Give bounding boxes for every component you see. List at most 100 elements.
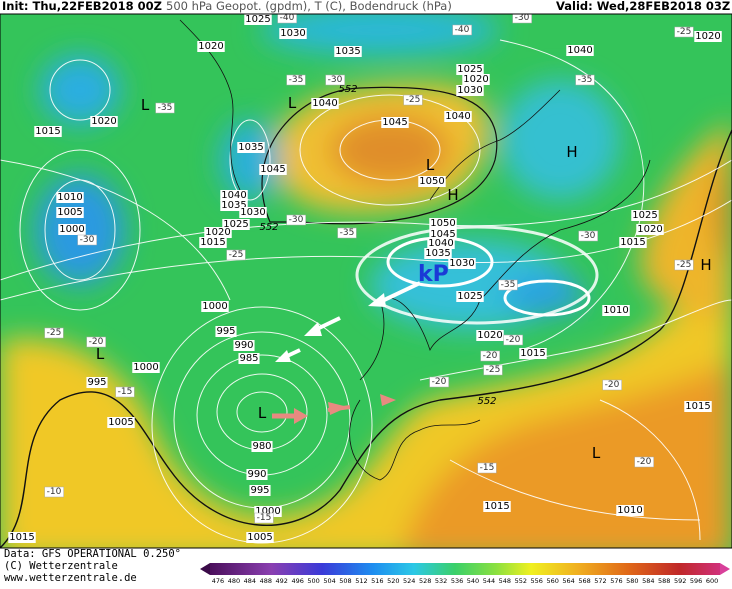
label-box xyxy=(286,214,306,226)
label-box xyxy=(239,207,267,218)
isobar-label: 1025 xyxy=(223,219,248,230)
label-box xyxy=(578,230,598,242)
temperature-label: -35 xyxy=(340,228,355,238)
label-box xyxy=(480,350,500,362)
isobar-label: 1025 xyxy=(457,291,482,302)
label-box xyxy=(429,229,457,240)
isobar-label: 995 xyxy=(216,326,235,337)
temperature-label: -25 xyxy=(677,27,692,37)
label-box xyxy=(238,353,260,364)
isobar-label: 1020 xyxy=(637,224,662,235)
label-box xyxy=(429,218,457,229)
colorbar-label: 480 xyxy=(228,577,240,585)
pressure-center: L xyxy=(288,94,297,112)
label-box xyxy=(566,45,594,56)
isobar-label: 1025 xyxy=(457,64,482,75)
label-box xyxy=(334,46,362,57)
isobar-label: 1025 xyxy=(632,210,657,221)
temperature-label: -25 xyxy=(677,260,692,270)
isobar-label: 1000 xyxy=(59,224,84,235)
label-box xyxy=(220,200,248,211)
init-time: Init: Thu,22FEB2018 00Z xyxy=(2,0,162,13)
isobar-label: 1005 xyxy=(108,417,133,428)
pressure-center: L xyxy=(141,96,150,114)
isobar-label: 1000 xyxy=(202,301,227,312)
label-box xyxy=(456,85,484,96)
colorbar-label: 568 xyxy=(578,577,590,585)
label-box xyxy=(476,330,504,341)
copyright: (C) Wetterzentrale xyxy=(4,560,118,572)
colorbar-label: 488 xyxy=(260,577,272,585)
temperature-label: -20 xyxy=(605,380,620,390)
colorbar-label: 540 xyxy=(467,577,479,585)
label-box xyxy=(77,234,97,246)
colorbar-label: 516 xyxy=(371,577,383,585)
label-box xyxy=(34,126,62,137)
height-552-label: 552 xyxy=(338,84,357,95)
label-box xyxy=(201,301,229,312)
valid-time: Valid: Wed,28FEB2018 03Z xyxy=(556,0,730,13)
temperature-label: -10 xyxy=(47,487,62,497)
isobar-label: 1010 xyxy=(617,505,642,516)
colorbar-label: 500 xyxy=(307,577,319,585)
isobar-label: 1035 xyxy=(335,46,360,57)
label-box xyxy=(249,485,271,496)
temperature-label: -15 xyxy=(118,387,133,397)
label-box xyxy=(503,334,523,346)
label-box xyxy=(477,462,497,474)
isobar-label: 1015 xyxy=(200,237,225,248)
isobar-label: 1020 xyxy=(463,74,488,85)
temperature-label: -20 xyxy=(483,351,498,361)
colorbar-label: 592 xyxy=(674,577,686,585)
isobar-label: 1030 xyxy=(240,207,265,218)
label-box xyxy=(90,116,118,127)
colorbar-label: 588 xyxy=(658,577,670,585)
label-box xyxy=(381,117,409,128)
isobar-label: 1015 xyxy=(685,401,710,412)
isobar-label: 1015 xyxy=(520,348,545,359)
colorbar-label: 576 xyxy=(610,577,622,585)
label-box xyxy=(246,532,274,543)
isobar-label: 1005 xyxy=(247,532,272,543)
label-box xyxy=(8,532,36,543)
label-box xyxy=(694,31,722,42)
air-mass-label: kP xyxy=(418,262,449,287)
label-box xyxy=(619,237,647,248)
isobar-label: 995 xyxy=(250,485,269,496)
colorbar-label: 504 xyxy=(323,577,335,585)
label-box xyxy=(636,224,664,235)
label-box xyxy=(456,64,484,75)
colorbar-labels: 476 480 484 488 492 496 500 504 508 512 516 520 524 5… xyxy=(212,577,718,585)
colorbar-label: 524 xyxy=(403,577,415,585)
label-box xyxy=(244,14,272,25)
label-box xyxy=(462,74,490,85)
label-box xyxy=(602,379,622,391)
temperature-label: -30 xyxy=(80,235,95,245)
pressure-center: H xyxy=(566,143,577,161)
label-box xyxy=(197,41,225,52)
isobar-label: 1050 xyxy=(419,176,444,187)
label-box xyxy=(259,164,287,175)
isobar-label: 1015 xyxy=(9,532,34,543)
label-box xyxy=(418,176,446,187)
label-box xyxy=(498,279,518,291)
temperature-label: -15 xyxy=(257,513,272,523)
temperature-label: -40 xyxy=(455,25,470,35)
kp-outline xyxy=(355,225,599,325)
isobar-label: 1030 xyxy=(457,85,482,96)
isobar-label: 1010 xyxy=(57,192,82,203)
temperature-label: -30 xyxy=(515,13,530,23)
colorbar-label: 476 xyxy=(212,577,224,585)
isobar-label: 985 xyxy=(239,353,258,364)
temperature-label: -35 xyxy=(578,75,593,85)
map-frame xyxy=(0,13,732,549)
pressure-center: L xyxy=(258,404,267,422)
isobar-label: 1035 xyxy=(221,200,246,211)
isobar-label: 1020 xyxy=(695,31,720,42)
map-title: 500 hPa Geopot. (gpdm), T (C), Bodendruc… xyxy=(166,0,452,13)
label-box xyxy=(86,336,106,348)
temperature-label: -20 xyxy=(506,335,521,345)
temperature-label: -35 xyxy=(158,103,173,113)
